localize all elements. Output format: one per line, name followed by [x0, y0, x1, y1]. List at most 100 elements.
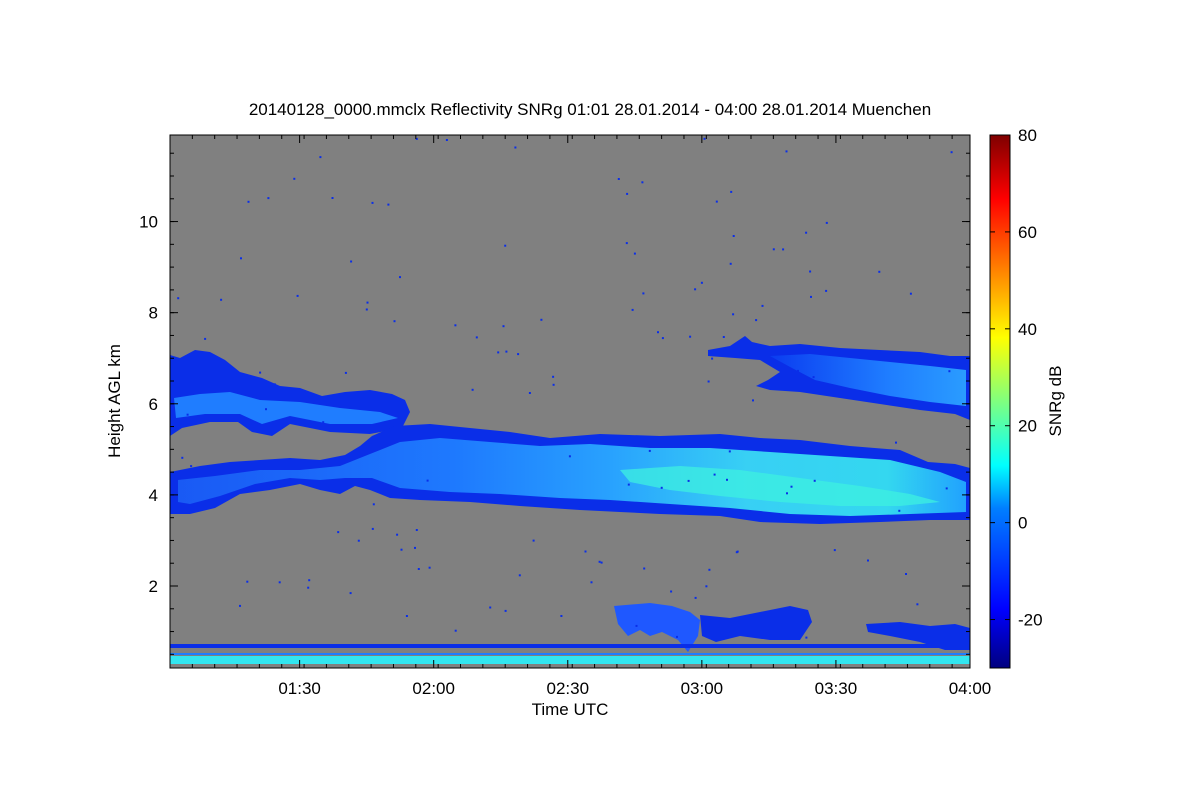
noise-speckle: [966, 382, 969, 385]
noise-speckle: [752, 399, 754, 402]
noise-speckle: [552, 383, 555, 386]
noise-speckle: [344, 371, 347, 374]
noise-speckle: [426, 479, 429, 482]
noise-speckle: [797, 369, 799, 372]
y-tick-label: 2: [149, 577, 158, 596]
noise-speckle: [670, 590, 673, 593]
noise-speckle: [626, 192, 629, 195]
x-tick-label: 02:30: [546, 679, 589, 698]
plot-frame: [169, 134, 971, 669]
noise-speckle: [568, 455, 571, 458]
x-tick-label: 02:00: [412, 679, 455, 698]
noise-speckle: [405, 615, 408, 617]
noise-speckle: [239, 604, 241, 607]
noise-speckle: [782, 248, 785, 251]
noise-speckle: [726, 478, 728, 481]
x-axis-label: Time UTC: [532, 700, 609, 719]
noise-speckle: [393, 320, 396, 323]
noise-speckle: [518, 574, 521, 577]
noise-speckle: [308, 579, 311, 582]
noise-speckle: [319, 156, 322, 159]
noise-speckle: [504, 244, 507, 247]
noise-speckle: [505, 350, 508, 353]
noise-speckle: [722, 336, 725, 338]
noise-speckle: [825, 289, 828, 292]
noise-speckle: [703, 137, 706, 140]
noise-speckle: [273, 383, 276, 386]
noise-speckle: [805, 636, 808, 639]
noise-speckle: [715, 200, 718, 203]
noise-speckle: [825, 221, 828, 224]
y-tick-label: 4: [149, 486, 158, 505]
noise-speckle: [267, 197, 270, 200]
noise-speckle: [786, 492, 788, 495]
noise-speckle: [732, 313, 735, 316]
noise-speckle: [415, 137, 418, 140]
noise-speckle: [371, 527, 374, 530]
noise-speckle: [372, 503, 375, 506]
noise-speckle: [905, 573, 907, 575]
x-tick-label: 03:00: [681, 679, 724, 698]
noise-speckle: [728, 450, 731, 453]
noise-speckle: [265, 408, 267, 411]
noise-speckle: [293, 177, 296, 180]
noise-speckle: [694, 596, 697, 599]
noise-speckle: [809, 270, 812, 273]
low-clutter-right: [866, 622, 970, 650]
noise-speckle: [687, 479, 690, 482]
noise-speckle: [278, 581, 281, 584]
noise-speckle: [878, 270, 881, 273]
noise-speckle: [414, 546, 416, 549]
noise-speckle: [204, 337, 207, 340]
colorbar-tick-label: -20: [1018, 611, 1043, 630]
colorbar-label: SNRg dB: [1046, 366, 1065, 437]
near-surface-band-edge: [170, 653, 970, 655]
y-tick-label: 6: [149, 395, 158, 414]
noise-speckle: [190, 465, 193, 468]
noise-speckle: [635, 624, 638, 627]
x-tick-label: 04:00: [949, 679, 992, 698]
noise-speckle: [497, 351, 500, 354]
low-clutter-mid: [700, 606, 812, 642]
noise-speckle: [785, 150, 788, 153]
low-clutter-left: [614, 603, 700, 652]
noise-speckle: [590, 581, 593, 584]
near-surface-band: [170, 656, 970, 664]
noise-speckle: [833, 549, 836, 552]
noise-speckle: [805, 231, 808, 234]
cloud-main-strong: [620, 466, 940, 506]
noise-speckle: [909, 292, 912, 295]
noise-speckle: [711, 357, 714, 360]
noise-speckle: [755, 319, 758, 322]
noise-speckle: [689, 335, 692, 338]
noise-speckle: [598, 560, 601, 563]
x-tick-label: 01:30: [278, 679, 321, 698]
noise-speckle: [657, 331, 659, 334]
noise-speckle: [560, 615, 563, 617]
noise-speckle: [504, 609, 507, 612]
noise-speckle: [331, 396, 334, 399]
y-tick-label: 8: [149, 304, 158, 323]
noise-speckle: [810, 295, 812, 298]
noise-speckle: [708, 568, 711, 571]
noise-speckle: [399, 398, 402, 401]
noise-speckle: [177, 297, 180, 300]
noise-speckle: [417, 568, 420, 570]
noise-speckle: [661, 337, 664, 340]
noise-speckle: [790, 485, 793, 488]
noise-speckle: [753, 613, 756, 616]
noise-speckle: [259, 371, 262, 374]
noise-speckle: [322, 421, 325, 424]
colorbar-tick-label: 60: [1018, 223, 1037, 242]
y-axis: 2 4 6 8 10: [139, 152, 970, 655]
noise-speckle: [730, 190, 733, 193]
noise-speckle: [694, 288, 697, 291]
noise-speckle: [528, 392, 531, 394]
noise-speckle: [633, 252, 636, 255]
echo-features: [170, 137, 970, 664]
colorbar-tick-label: 0: [1018, 514, 1027, 533]
noise-speckle: [365, 308, 368, 311]
noise-speckle: [366, 301, 369, 304]
noise-speckle: [641, 181, 644, 184]
